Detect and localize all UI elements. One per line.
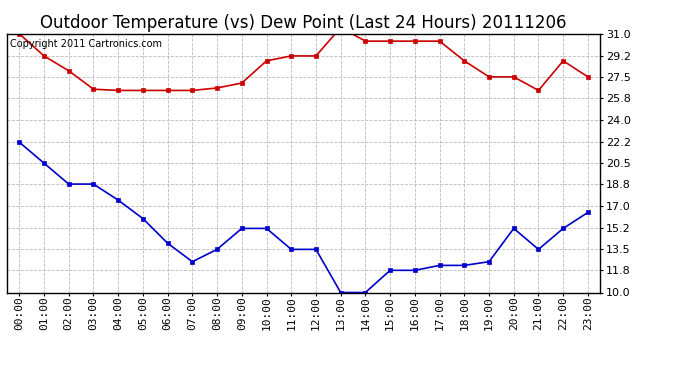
Text: Copyright 2011 Cartronics.com: Copyright 2011 Cartronics.com bbox=[10, 39, 162, 49]
Title: Outdoor Temperature (vs) Dew Point (Last 24 Hours) 20111206: Outdoor Temperature (vs) Dew Point (Last… bbox=[40, 14, 567, 32]
